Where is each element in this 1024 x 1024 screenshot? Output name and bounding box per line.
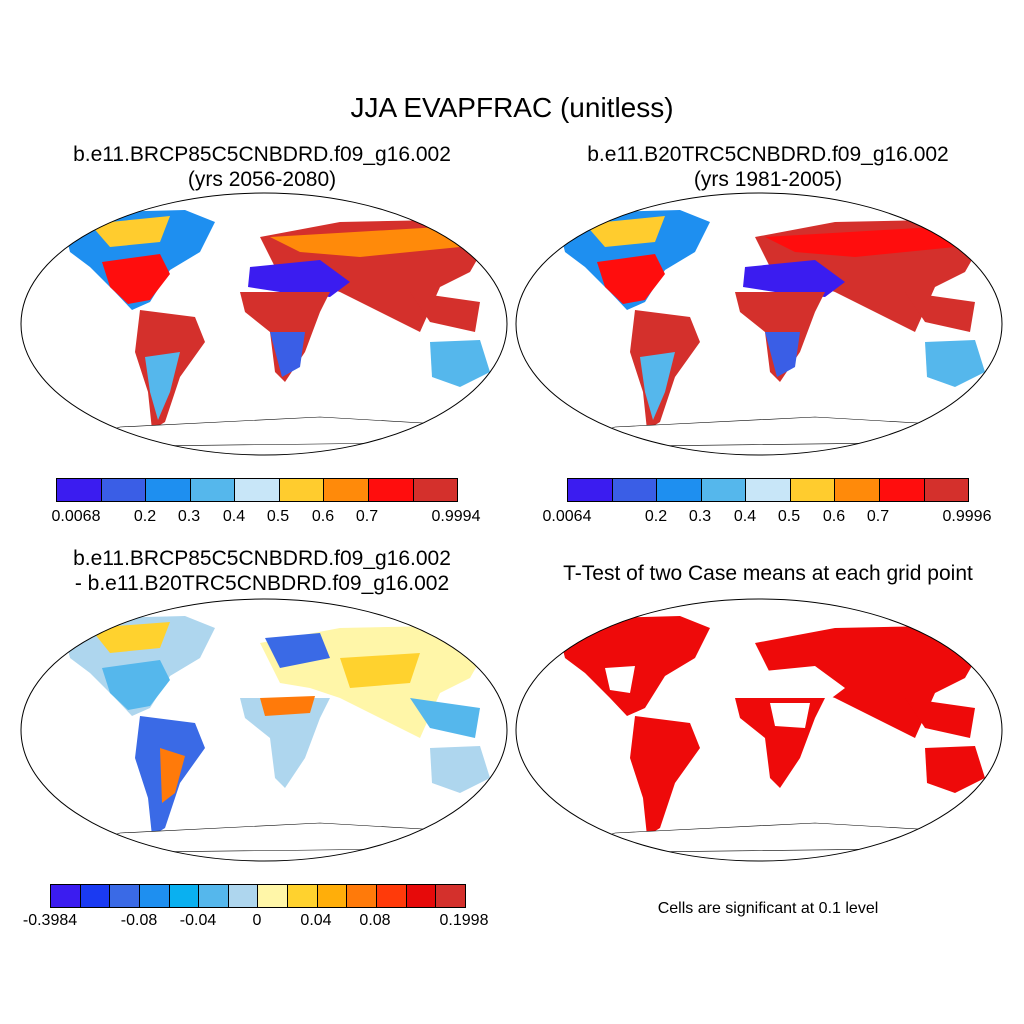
panel-title-ttest: T-Test of two Case means at each grid po… <box>563 562 973 585</box>
colorbar-historical <box>567 478 969 502</box>
colorbar-future-label: 0.9994 <box>431 508 481 525</box>
map-difference-evapfrac <box>20 598 508 862</box>
colorbar-future-label: 0.7 <box>355 508 379 525</box>
colorbar-historical-label: 0.6 <box>822 508 846 525</box>
continents-future <box>59 210 491 448</box>
panel-title-future-line2: (yrs 2056-2080) <box>187 168 337 191</box>
colorbar-box <box>110 885 140 907</box>
panel-title-future: b.e11.BRCP85C5CNBDRD.f09_g16.002 (yrs 20… <box>12 142 512 192</box>
significant-cells <box>554 616 986 854</box>
colorbar-box <box>924 479 969 501</box>
main-title: JJA EVAPFRAC (unitless) <box>350 92 674 123</box>
colorbar-box <box>57 479 102 501</box>
colorbar-historical-label: 0.4 <box>733 508 757 525</box>
colorbar-box <box>288 885 318 907</box>
colorbar-box <box>317 885 348 907</box>
colorbar-difference-label: -0.04 <box>179 912 217 929</box>
colorbar-box <box>101 479 147 501</box>
colorbar-difference <box>50 884 466 908</box>
colorbar-box <box>190 479 236 501</box>
colorbar-box <box>368 479 414 501</box>
colorbar-box <box>139 885 170 907</box>
colorbar-box <box>146 479 191 501</box>
colorbar-box <box>746 479 791 501</box>
colorbar-box <box>657 479 702 501</box>
panel-title-historical: b.e11.B20TRC5CNBDRD.f09_g16.002 (yrs 198… <box>518 142 1018 192</box>
colorbar-box <box>436 885 465 907</box>
panel-title-historical-line2: (yrs 1981-2005) <box>693 168 843 191</box>
colorbar-historical-label: 0.7 <box>866 508 890 525</box>
colorbar-box <box>199 885 229 907</box>
panel-title-difference: b.e11.BRCP85C5CNBDRD.f09_g16.002 - b.e11… <box>12 546 512 596</box>
colorbar-historical-label: 0.5 <box>777 508 801 525</box>
colorbar-future <box>56 478 458 502</box>
colorbar-historical-label: 0.0064 <box>542 508 592 525</box>
colorbar-box <box>51 885 81 907</box>
colorbar-box <box>413 479 458 501</box>
colorbar-box <box>612 479 658 501</box>
colorbar-box <box>235 479 280 501</box>
colorbar-box <box>279 479 325 501</box>
colorbar-future-label: 0.4 <box>222 508 246 525</box>
colorbar-box <box>347 885 378 907</box>
colorbar-box <box>568 479 613 501</box>
colorbar-box <box>258 885 289 907</box>
colorbar-future-label: 0.3 <box>177 508 201 525</box>
colorbar-box <box>169 885 200 907</box>
map-historical-evapfrac <box>515 192 1003 456</box>
colorbar-historical-label: 0.9996 <box>942 508 992 525</box>
colorbar-future-label: 0.6 <box>311 508 335 525</box>
significance-note: Cells are significant at 0.1 level <box>657 900 879 917</box>
colorbar-box <box>80 885 111 907</box>
colorbar-difference-label: 0 <box>252 912 262 929</box>
colorbar-difference-label: -0.3984 <box>22 912 78 929</box>
colorbar-difference-label: -0.08 <box>120 912 158 929</box>
continents-difference <box>59 616 491 854</box>
colorbar-box <box>324 479 369 501</box>
colorbar-difference-label: 0.04 <box>300 912 332 929</box>
colorbar-difference-label: 0.1998 <box>439 912 489 929</box>
panel-title-historical-line1: b.e11.B20TRC5CNBDRD.f09_g16.002 <box>587 143 949 166</box>
map-future-evapfrac <box>20 192 508 456</box>
panel-title-difference-line2: - b.e11.B20TRC5CNBDRD.f09_g16.002 <box>74 572 450 595</box>
continents-historical <box>554 210 986 448</box>
colorbar-future-label: 0.5 <box>266 508 290 525</box>
panel-title-difference-line1: b.e11.BRCP85C5CNBDRD.f09_g16.002 <box>73 547 451 570</box>
colorbar-box <box>228 885 259 907</box>
colorbar-box <box>701 479 747 501</box>
colorbar-box <box>790 479 836 501</box>
map-ttest-significance <box>515 598 1003 862</box>
colorbar-box <box>835 479 880 501</box>
colorbar-box <box>406 885 437 907</box>
colorbar-future-label: 0.0068 <box>51 508 101 525</box>
colorbar-future-label: 0.2 <box>133 508 157 525</box>
colorbar-historical-label: 0.2 <box>644 508 668 525</box>
colorbar-difference-label: 0.08 <box>359 912 391 929</box>
colorbar-box <box>879 479 925 501</box>
panel-title-future-line1: b.e11.BRCP85C5CNBDRD.f09_g16.002 <box>73 143 451 166</box>
colorbar-historical-label: 0.3 <box>688 508 712 525</box>
colorbar-box <box>377 885 407 907</box>
